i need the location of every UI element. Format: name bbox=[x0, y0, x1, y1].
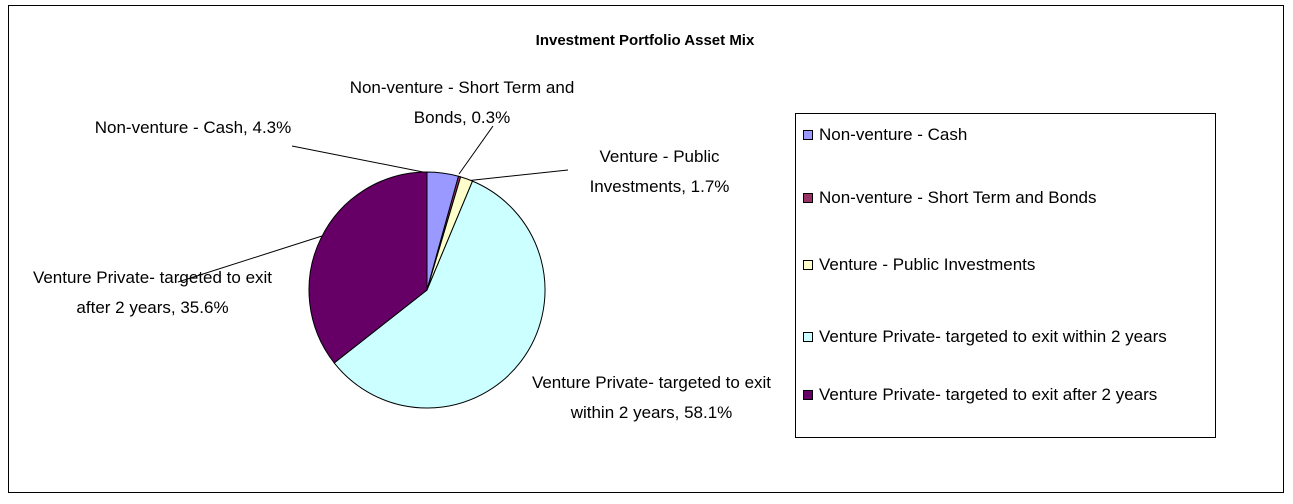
leader-line bbox=[464, 169, 569, 182]
pie-slice bbox=[333, 180, 546, 409]
leader-line bbox=[458, 125, 494, 175]
data-label: Venture - Public Investments, 1.7% bbox=[589, 147, 730, 196]
legend-label: Non-venture - Cash bbox=[819, 125, 968, 144]
legend-label: Venture Private- targeted to exit after … bbox=[819, 385, 1158, 404]
legend-box bbox=[795, 113, 1216, 438]
data-label: Non-venture - Short Term and Bonds, 0.3% bbox=[349, 78, 575, 127]
legend-label: Non-venture - Short Term and Bonds bbox=[819, 188, 1097, 207]
pie-slice bbox=[308, 171, 428, 364]
legend-swatch bbox=[803, 332, 813, 342]
chart-title: Investment Portfolio Asset Mix bbox=[536, 32, 755, 49]
legend-swatch bbox=[803, 193, 813, 203]
leader-line bbox=[291, 145, 434, 175]
legend-label: Venture Private- targeted to exit within… bbox=[819, 327, 1167, 346]
legend-entry: Venture - Public Investments bbox=[803, 254, 1198, 276]
data-label: Venture Private- targeted to exit after … bbox=[32, 268, 273, 317]
legend-label: Venture - Public Investments bbox=[819, 255, 1036, 274]
legend-swatch bbox=[803, 130, 813, 140]
data-label: Non-venture - Cash, 4.3% bbox=[94, 118, 292, 137]
legend-entry: Non-venture - Cash bbox=[803, 124, 1198, 146]
leader-line bbox=[177, 235, 323, 283]
data-label: Venture Private- targeted to exit within… bbox=[531, 373, 772, 422]
legend-swatch bbox=[803, 390, 813, 400]
legend-swatch bbox=[803, 260, 813, 270]
legend-entry: Venture Private- targeted to exit after … bbox=[803, 384, 1198, 406]
legend-entry: Venture Private- targeted to exit within… bbox=[803, 326, 1198, 348]
legend-entry: Non-venture - Short Term and Bonds bbox=[803, 187, 1198, 209]
